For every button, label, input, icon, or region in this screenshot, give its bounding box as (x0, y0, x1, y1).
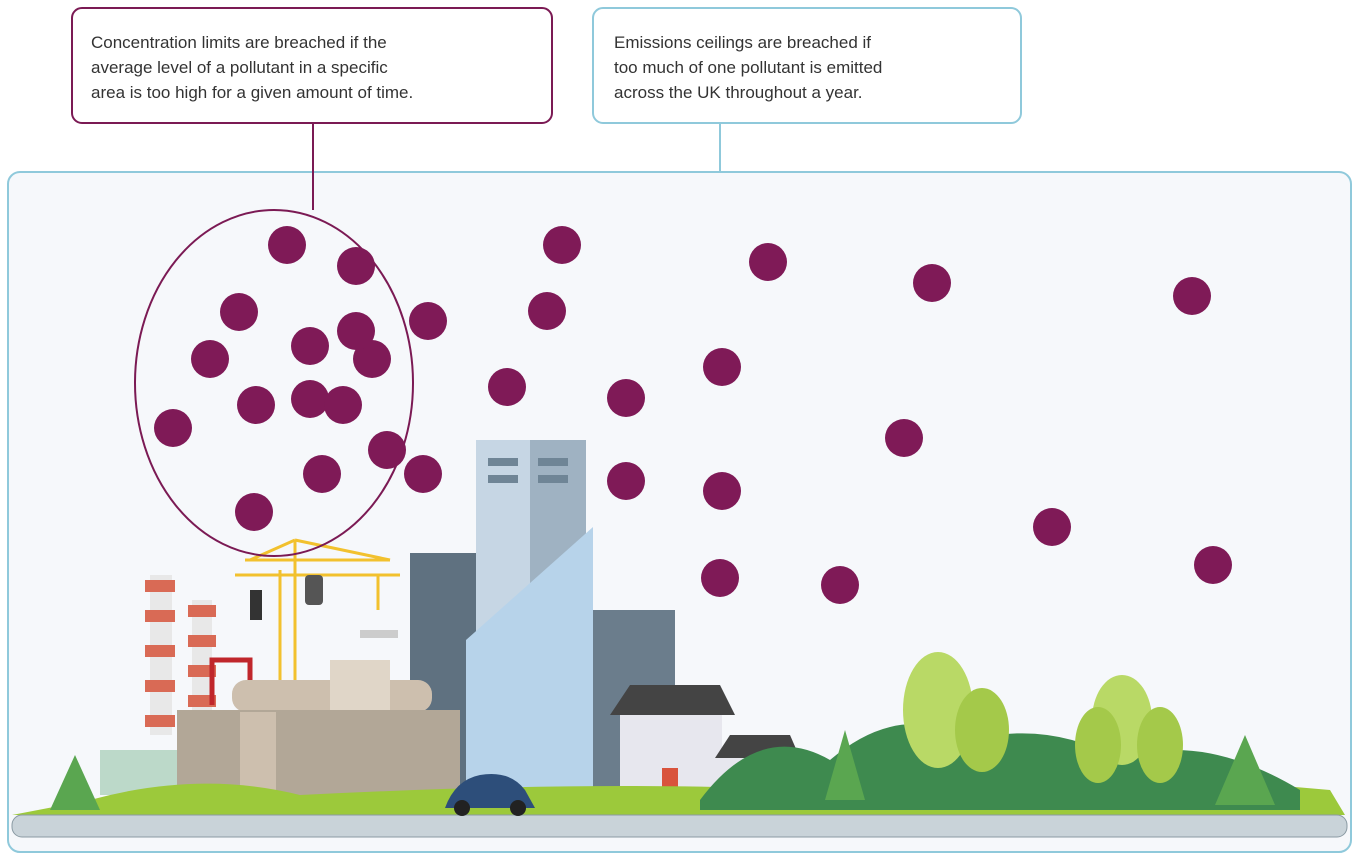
pollutant-dot (324, 386, 362, 424)
pollutant-dot (368, 431, 406, 469)
pollutant-dot (191, 340, 229, 378)
pollutant-dot (703, 348, 741, 386)
callout-line: area is too high for a given amount of t… (91, 83, 413, 102)
pollutant-dot (749, 243, 787, 281)
pollutant-dot (913, 264, 951, 302)
callout-line: Concentration limits are breached if the (91, 33, 387, 52)
pollutant-dot (237, 386, 275, 424)
pollutant-dot (607, 379, 645, 417)
pollutant-dot (703, 472, 741, 510)
callout-line: Emissions ceilings are breached if (614, 33, 871, 52)
pollutant-dot (337, 247, 375, 285)
pollutant-dot (154, 409, 192, 447)
callout-line: too much of one pollutant is emitted (614, 58, 882, 77)
pollutant-dot (1173, 277, 1211, 315)
illustration: Concentration limits are breached if the… (0, 0, 1354, 855)
pollutant-dot (528, 292, 566, 330)
pollutant-dot (409, 302, 447, 340)
pollutant-dot (1033, 508, 1071, 546)
pollutant-dot (1194, 546, 1232, 584)
pollutant-dot (291, 327, 329, 365)
pollutant-dot (404, 455, 442, 493)
pollutant-dot (220, 293, 258, 331)
pollutant-dot (885, 419, 923, 457)
callout-line: across the UK throughout a year. (614, 83, 863, 102)
pollutant-dot (488, 368, 526, 406)
pollutant-dot (543, 226, 581, 264)
pollutant-dot (821, 566, 859, 604)
pollutant-dot (268, 226, 306, 264)
pollutant-dot (337, 312, 375, 350)
pollutant-dot (291, 380, 329, 418)
pollutant-dot (235, 493, 273, 531)
pollutant-dot (303, 455, 341, 493)
pollutant-dot (607, 462, 645, 500)
callout-line: average level of a pollutant in a specif… (91, 58, 388, 77)
pollutant-dot (701, 559, 739, 597)
